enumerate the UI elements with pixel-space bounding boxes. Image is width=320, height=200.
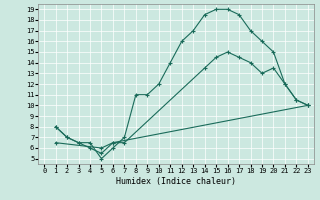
- X-axis label: Humidex (Indice chaleur): Humidex (Indice chaleur): [116, 177, 236, 186]
